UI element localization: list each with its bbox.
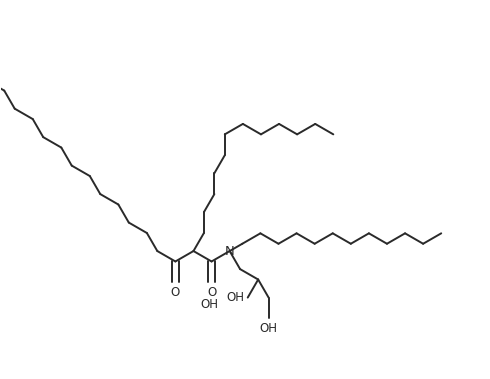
- Text: N: N: [225, 244, 235, 258]
- Text: O: O: [207, 286, 216, 299]
- Text: OH: OH: [200, 298, 219, 311]
- Text: O: O: [171, 286, 180, 299]
- Text: OH: OH: [260, 323, 278, 335]
- Text: OH: OH: [227, 291, 245, 304]
